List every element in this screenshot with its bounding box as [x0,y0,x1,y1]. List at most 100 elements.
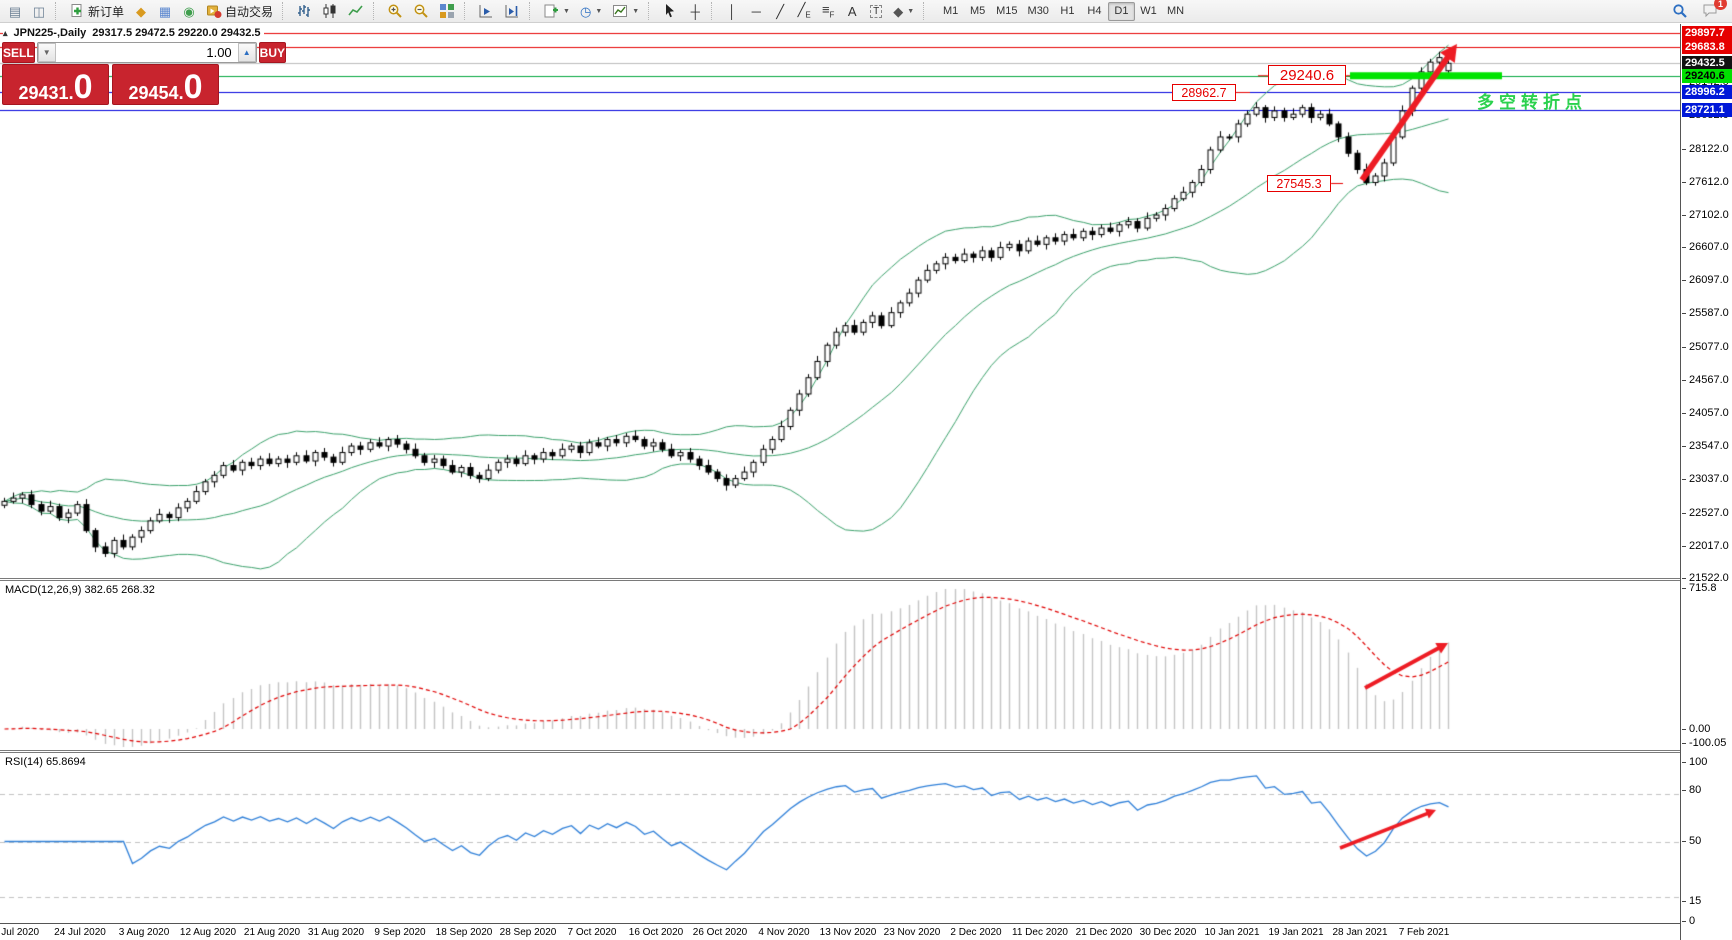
buy-price[interactable]: 29454 . 0 [112,64,219,105]
chart-zone: 29652.029142.028632.028122.027612.027102… [0,24,1732,940]
zoom-out-icon[interactable] [409,1,433,21]
price-line-label: 29432.5 [1682,56,1732,71]
new-template-icon[interactable]: ▼ [539,1,574,21]
toolbar-separator [464,2,469,20]
profiles-icon[interactable]: ◫ [32,3,46,19]
sell-price-pip: 0 [73,68,93,107]
toolbar-separator [282,2,287,20]
indicator-tick: 0.00 [1682,723,1710,735]
search-icon[interactable] [1668,1,1692,21]
date-tick: 3 Aug 2020 [118,927,170,938]
panel-separator-macd[interactable] [0,578,1732,581]
new-order-label: 新订单 [88,4,125,19]
zoom-in-icon[interactable] [383,1,407,21]
date-tick: 24 Jul 2020 [54,927,106,938]
new-order-button[interactable]: 新订单 [65,1,128,21]
date-tick: 30 Dec 2020 [1139,927,1197,938]
price-tick: 26097.0 [1682,274,1729,286]
autotrading-button[interactable]: 自动交易 [202,1,277,21]
auto-scroll-icon[interactable] [474,1,498,21]
date-tick: 21 Aug 2020 [243,927,301,938]
price-tick: 22017.0 [1682,540,1729,552]
market-watch-icon[interactable]: ◆ [136,3,147,19]
buy-button[interactable]: BUY [258,42,287,63]
indicator-tick: 100 [1682,756,1707,768]
sell-price[interactable]: 29431 . 0 [2,64,109,105]
chart-shift-icon[interactable] [500,1,524,21]
navigator-icon[interactable]: ◉ [183,3,195,19]
text-icon[interactable]: A [847,3,857,19]
price-tick: 23037.0 [1682,473,1729,485]
buy-price-point: . [178,83,184,103]
price-tick: 25077.0 [1682,341,1729,353]
timeframe-button-D1[interactable]: D1 [1107,1,1135,21]
crosshair-icon[interactable]: ┼ [690,3,700,19]
macd-label: MACD(12,26,9) 382.65 268.32 [3,584,157,596]
trend-line-icon[interactable]: ╱ [776,3,785,19]
time-axis: 5 Jul 2020 24 Jul 2020 3 Aug 2020 12 Aug 20… [0,925,1680,940]
date-tick: 16 Oct 2020 [628,927,684,938]
indicator-tick: 0 [1682,915,1695,927]
ohlc-values: 29317.5 29472.5 29220.0 29432.5 [92,27,261,39]
timeframe-button-M15[interactable]: M15 [996,5,1018,17]
bar-chart-icon[interactable] [292,1,316,21]
line-chart-icon[interactable] [344,1,368,21]
timeframe-button-W1[interactable]: W1 [1140,5,1157,17]
volume-increase-button[interactable]: ▲ [237,43,256,62]
toolbar-separator [923,2,928,20]
rsi-panel-canvas[interactable] [0,753,1680,923]
price-tag-28962[interactable]: 28962.7 [1172,84,1236,101]
indicator-tick: -100.05 [1682,737,1726,749]
channel-icon[interactable]: ╱E [797,1,811,20]
timeframe-button-H4[interactable]: H4 [1087,5,1102,17]
chinese-note-text[interactable]: 多空转折点 [1477,93,1587,112]
timeframe-button-M5[interactable]: M5 [969,5,986,17]
panel-separator-rsi[interactable] [0,750,1732,753]
time-axis-border [0,923,1732,924]
trade-panel-toggle-icon[interactable]: ▴ [3,27,8,38]
buy-price-pip: 0 [183,68,203,107]
timeframe-button-MN[interactable]: MN [1166,5,1185,17]
date-tick: 5 Jul 2020 [0,927,40,938]
price-tag-29240[interactable]: 29240.6 [1268,65,1346,85]
notifications-icon[interactable]: 1 [1698,0,1727,21]
timeframe-button-M30[interactable]: M30 [1027,5,1049,17]
horizontal-line-icon[interactable]: ─ [751,3,761,19]
price-tag-27545[interactable]: 27545.3 [1267,175,1331,192]
price-tick: 23547.0 [1682,440,1729,452]
macd-panel-canvas[interactable] [0,581,1680,750]
price-tick: 21522.0 [1682,572,1729,584]
volume-decrease-button[interactable]: ▼ [37,43,56,62]
arrows-icon[interactable]: ◆ ▼ [893,3,915,19]
main-chart-canvas[interactable] [0,24,1680,578]
toolbar-separator [55,2,60,20]
chart-mode-icon[interactable]: ▼ [608,1,643,21]
date-tick: 28 Sep 2020 [499,927,557,938]
date-tick: 28 Jan 2021 [1332,927,1388,938]
price-tick: 22527.0 [1682,507,1729,519]
vertical-line-icon[interactable]: │ [728,3,737,19]
cursor-icon[interactable] [658,1,682,21]
date-tick: 13 Nov 2020 [819,927,877,938]
tile-windows-icon[interactable] [435,1,459,21]
timeframe-button-H1[interactable]: H1 [1060,5,1075,17]
toolbar-separator [373,2,378,20]
sell-button[interactable]: SELL [2,42,35,63]
date-tick: 9 Sep 2020 [374,927,426,938]
date-tick: 12 Aug 2020 [179,927,237,938]
toolbar-separator [648,2,653,20]
volume-input[interactable] [55,43,238,62]
period-menu-icon[interactable]: ◷ ▼ [579,3,603,19]
timeframe-button-M1[interactable]: M1 [942,5,959,17]
fibonacci-icon[interactable]: ≡F [821,1,835,20]
toolbar-separator [529,2,534,20]
date-tick: 19 Jan 2021 [1268,927,1324,938]
sell-price-main: 29431 [18,83,69,103]
indicator-tick: 80 [1682,784,1701,796]
text-label-icon[interactable]: T [865,1,887,21]
candle-chart-icon[interactable] [318,1,342,21]
data-window-icon[interactable]: ▦ [158,3,172,19]
price-tick: 25587.0 [1682,307,1729,319]
new-chart-icon[interactable]: ▤ [8,3,22,19]
